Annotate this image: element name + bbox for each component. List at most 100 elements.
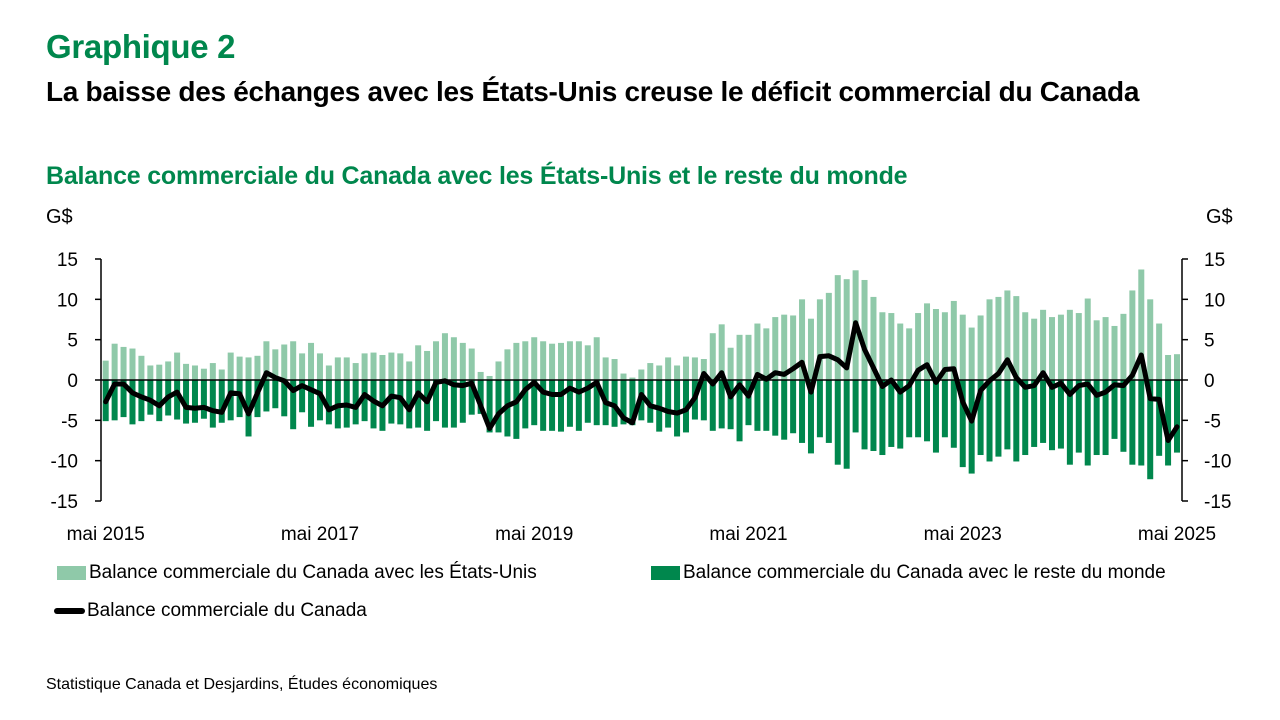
- bar-row: [272, 380, 279, 409]
- bar-row: [477, 380, 484, 414]
- bar-row: [549, 380, 556, 431]
- bar-us: [227, 352, 234, 380]
- bar-us: [406, 361, 413, 380]
- bar-us: [245, 357, 252, 380]
- bar-row: [290, 380, 297, 430]
- bar-us: [1093, 320, 1100, 380]
- bar-row: [816, 380, 823, 438]
- bar-us: [200, 368, 207, 380]
- legend-swatch-row: [651, 566, 680, 580]
- bar-us: [906, 328, 913, 380]
- x-tick-label: mai 2025: [1138, 524, 1216, 540]
- bar-us: [129, 348, 136, 380]
- bar-row: [352, 380, 359, 425]
- bar-row: [897, 380, 904, 449]
- bar-us: [531, 337, 538, 380]
- chart-subtitle: Balance commerciale du Canada avec les É…: [46, 162, 908, 190]
- bar-us: [459, 342, 466, 380]
- y-tick-label-right: -15: [1204, 492, 1231, 513]
- bar-row: [218, 380, 225, 423]
- bar-row: [299, 380, 306, 413]
- bar-us: [611, 359, 618, 380]
- bar-row: [968, 380, 975, 474]
- x-axis-labels: mai 2015 mai 2017 mai 2019 mai 2021 mai 2023…: [67, 524, 1216, 540]
- bar-row: [1138, 380, 1145, 466]
- bar-row: [1102, 380, 1109, 456]
- bar-row: [995, 380, 1002, 457]
- bar-us: [781, 314, 788, 380]
- bar-row: [415, 380, 422, 428]
- bar-us: [343, 357, 350, 380]
- bar-us: [441, 333, 448, 380]
- bar-us: [1156, 323, 1163, 380]
- bar-us: [325, 365, 332, 380]
- bar-row: [674, 380, 681, 437]
- bar-row: [263, 380, 270, 412]
- chart-kicker: Graphique 2: [46, 28, 236, 65]
- bar-us: [236, 356, 243, 380]
- bar-us: [1066, 309, 1073, 380]
- bar-us: [290, 341, 297, 380]
- bar-row: [772, 380, 779, 436]
- bar-us: [1084, 298, 1091, 380]
- y-tick-label-left: -5: [61, 411, 78, 432]
- bar-us: [397, 353, 404, 380]
- bar-us: [486, 375, 493, 380]
- bar-us: [915, 313, 922, 380]
- bar-us: [1147, 299, 1154, 380]
- bar-row: [834, 380, 841, 465]
- legend-item-us: Balance commerciale du Canada avec les É…: [57, 562, 537, 584]
- bar-us: [156, 364, 163, 380]
- bar-row: [1049, 380, 1056, 451]
- bar-us: [834, 275, 841, 380]
- legend-swatch-total: [54, 608, 85, 614]
- y-tick-label-right: 5: [1204, 331, 1215, 352]
- bar-us: [763, 328, 770, 380]
- bar-row: [316, 380, 323, 421]
- bar-row: [709, 380, 716, 431]
- bar-us: [754, 323, 761, 380]
- bar-row: [754, 380, 761, 431]
- bar-row: [1120, 380, 1127, 452]
- bar-row: [799, 380, 806, 443]
- bar-row: [870, 380, 877, 451]
- legend-item-total: Balance commerciale du Canada: [54, 600, 367, 622]
- y-tick-label-left: -10: [51, 452, 78, 473]
- bar-row: [736, 380, 743, 442]
- bar-us: [700, 359, 707, 380]
- bar-row: [1147, 380, 1154, 480]
- y-tick-label-right: 15: [1204, 250, 1225, 271]
- bar-row: [1066, 380, 1073, 465]
- bar-us: [370, 352, 377, 380]
- legend-label-us: Balance commerciale du Canada avec les É…: [89, 562, 537, 583]
- bar-row: [807, 380, 814, 454]
- bar-row: [1040, 380, 1047, 443]
- bar-us: [691, 357, 698, 380]
- bar-us: [263, 341, 270, 380]
- bar-us: [1075, 313, 1082, 380]
- bar-us: [799, 299, 806, 380]
- bar-us: [1004, 290, 1011, 380]
- bar-us: [281, 344, 288, 380]
- bar-row: [1165, 380, 1172, 466]
- bar-row: [977, 380, 984, 456]
- bar-us: [111, 343, 118, 380]
- bar-us: [816, 299, 823, 380]
- bar-us: [790, 315, 797, 380]
- bar-us: [888, 313, 895, 380]
- bar-us: [183, 363, 190, 380]
- bar-us: [1040, 309, 1047, 380]
- bar-row: [513, 380, 520, 439]
- bar-us: [575, 341, 582, 380]
- bar-row: [906, 380, 913, 438]
- x-tick-label: mai 2015: [67, 524, 145, 540]
- bar-row: [1156, 380, 1163, 456]
- bar-row: [468, 380, 475, 415]
- bar-us: [218, 369, 225, 380]
- bar-us: [941, 312, 948, 380]
- bar-row: [745, 380, 752, 426]
- bar-row: [620, 380, 627, 425]
- y-tick-label-left: 15: [57, 250, 78, 271]
- bar-us: [165, 361, 172, 380]
- bar-row: [629, 380, 636, 426]
